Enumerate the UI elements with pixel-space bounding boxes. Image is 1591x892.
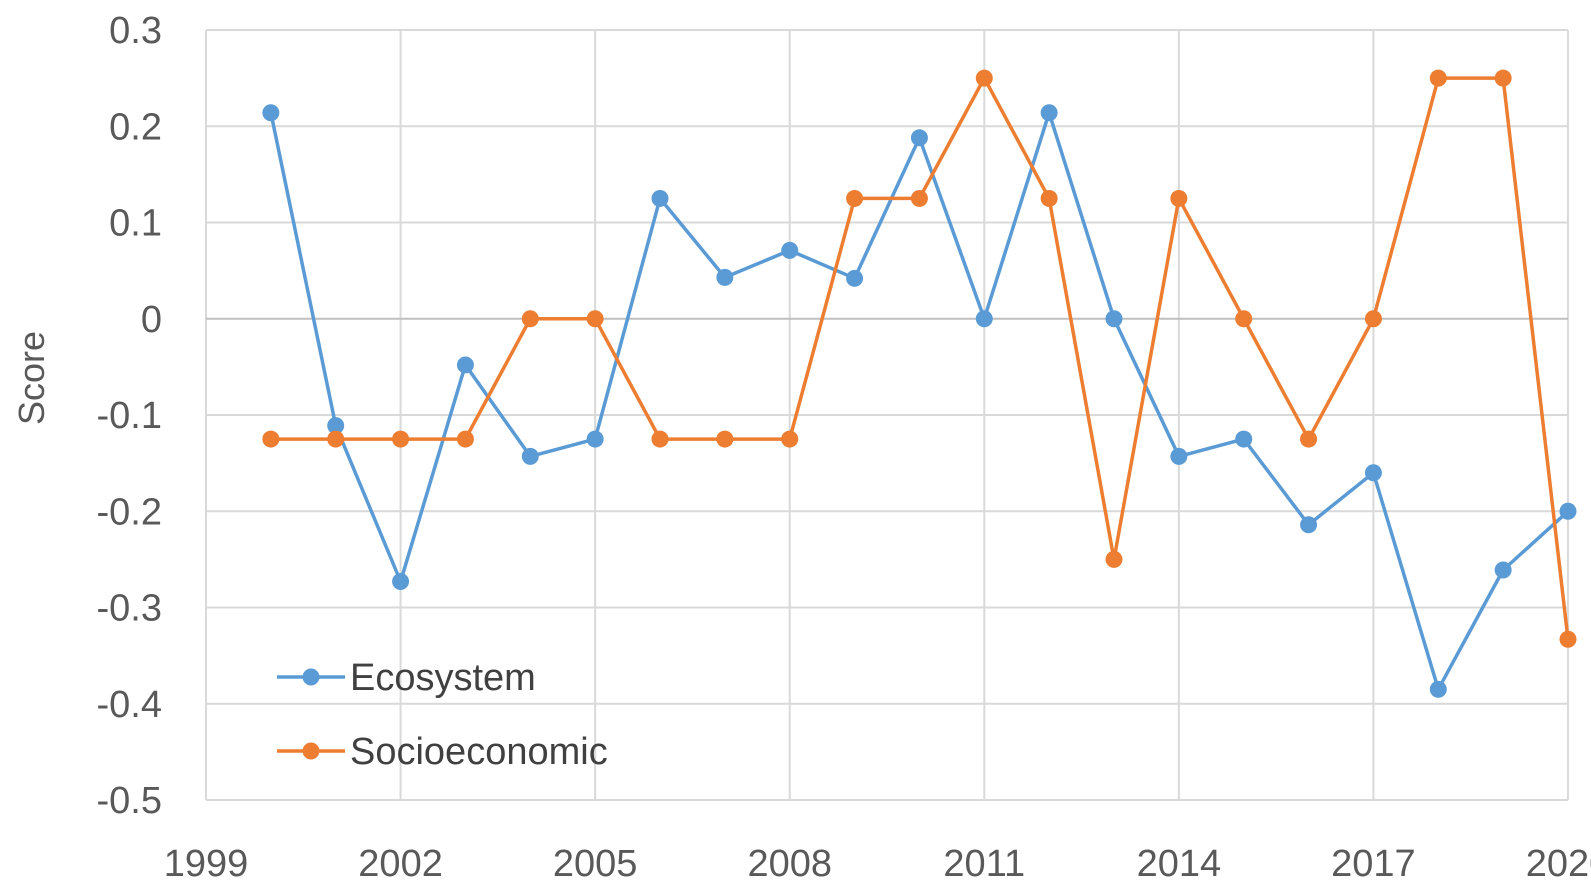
ecosystem-point xyxy=(262,104,280,122)
ecosystem-point xyxy=(1364,464,1382,482)
x-tick-label: 2005 xyxy=(553,843,638,885)
legend-item-ecosystem: Ecosystem xyxy=(277,657,536,699)
y-tick-label: -0.4 xyxy=(97,684,162,726)
legend-label: Ecosystem xyxy=(350,657,536,699)
ecosystem-point xyxy=(1170,447,1188,465)
y-tick-label: -0.1 xyxy=(97,395,162,437)
y-tick-label: -0.3 xyxy=(97,588,162,630)
ecosystem-point xyxy=(327,417,345,435)
socioeconomic-point xyxy=(716,430,734,448)
x-tick-label: 1999 xyxy=(164,843,249,885)
ecosystem-point xyxy=(521,447,539,465)
socioeconomic-point xyxy=(1235,310,1253,328)
socioeconomic-point xyxy=(1494,69,1512,87)
y-tick-label: 0.3 xyxy=(109,10,162,52)
socioeconomic-point xyxy=(1429,69,1447,87)
x-tick-label: 2008 xyxy=(747,843,832,885)
ecosystem-point xyxy=(1235,430,1253,448)
socioeconomic-point xyxy=(781,430,799,448)
ecosystem-point xyxy=(586,430,604,448)
x-tick-label: 2017 xyxy=(1331,843,1416,885)
y-tick-label: 0 xyxy=(141,299,162,341)
legend-item-socioeconomic: Socioeconomic xyxy=(277,731,608,773)
socioeconomic-point xyxy=(1559,630,1577,648)
ecosystem-series xyxy=(262,104,1577,698)
ecosystem-point xyxy=(1429,680,1447,698)
ecosystem-point xyxy=(910,129,928,147)
ecosystem-point xyxy=(1040,104,1058,122)
legend: Ecosystem Socioeconomic xyxy=(277,657,608,773)
y-tick-label: 0.2 xyxy=(109,106,162,148)
ecosystem-point xyxy=(846,269,864,287)
ecosystem-point xyxy=(1559,502,1577,520)
socioeconomic-point xyxy=(327,430,345,448)
socioeconomic-point xyxy=(1364,310,1382,328)
x-tick-label: 2002 xyxy=(358,843,443,885)
y-axis-title: Score xyxy=(11,331,52,425)
ecosystem-point xyxy=(1494,561,1512,579)
ecosystem-point xyxy=(716,268,734,286)
socioeconomic-point xyxy=(910,189,928,207)
ecosystem-point xyxy=(975,310,993,328)
y-tick-label: 0.1 xyxy=(109,203,162,245)
ecosystem-point xyxy=(651,189,669,207)
socioeconomic-point xyxy=(392,430,410,448)
socioeconomic-point xyxy=(262,430,280,448)
ecosystem-point xyxy=(392,573,410,591)
y-tick-label: -0.2 xyxy=(97,491,162,533)
ecosystem-point xyxy=(456,356,474,374)
series-layer xyxy=(262,69,1577,698)
socioeconomic-point xyxy=(1105,550,1123,568)
y-tick-label: -0.5 xyxy=(97,780,162,822)
socioeconomic-series xyxy=(262,69,1577,648)
ecosystem-point xyxy=(1105,310,1123,328)
socioeconomic-point xyxy=(1300,430,1318,448)
legend-swatch-marker xyxy=(302,742,320,760)
socioeconomic-point xyxy=(586,310,604,328)
socioeconomic-point xyxy=(1040,189,1058,207)
socioeconomic-point xyxy=(521,310,539,328)
x-tick-label: 2014 xyxy=(1137,843,1222,885)
socioeconomic-point xyxy=(975,69,993,87)
socioeconomic-point xyxy=(456,430,474,448)
legend-label: Socioeconomic xyxy=(350,731,608,773)
socioeconomic-point xyxy=(651,430,669,448)
gridlines xyxy=(205,29,1569,801)
x-tick-label: 2011 xyxy=(943,843,1025,885)
ecosystem-point xyxy=(1300,516,1318,534)
legend-swatch-marker xyxy=(302,668,320,686)
socioeconomic-point xyxy=(846,189,864,207)
socioeconomic-point xyxy=(1170,189,1188,207)
ecosystem-point xyxy=(781,241,799,259)
